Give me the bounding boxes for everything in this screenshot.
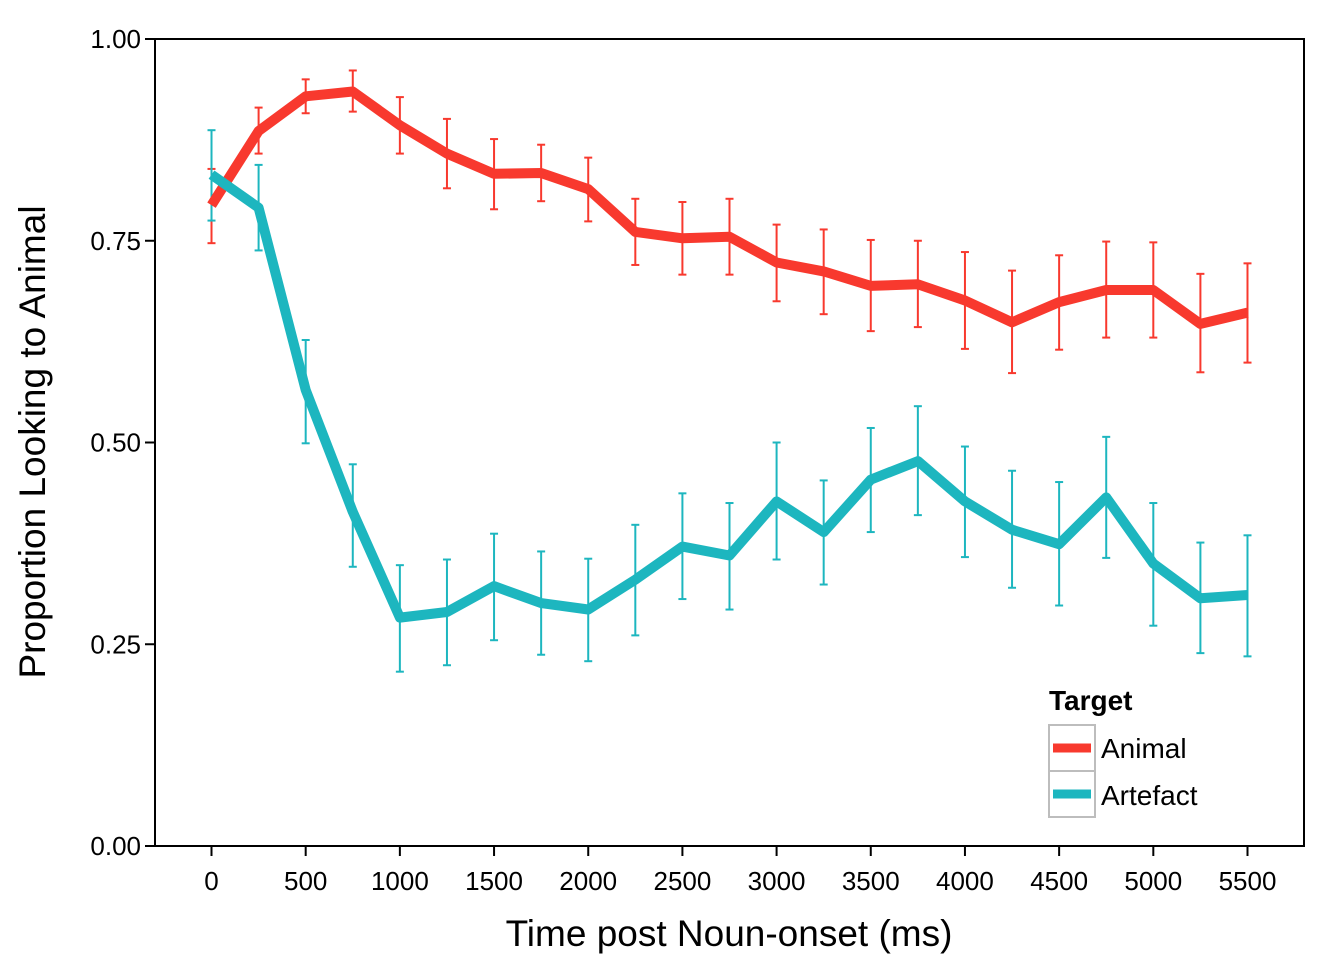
y-tick-label: 1.00	[90, 24, 141, 54]
y-tick-label: 0.25	[90, 629, 141, 659]
x-tick-label: 1500	[465, 866, 523, 896]
series-line-artefact	[208, 170, 1248, 623]
x-tick-label: 5500	[1219, 866, 1277, 896]
y-tick-label: 0.00	[90, 831, 141, 861]
x-tick-label: 5000	[1124, 866, 1182, 896]
x-tick-label: 1000	[371, 866, 429, 896]
legend-label-animal: Animal	[1101, 733, 1187, 764]
x-tick-label: 500	[284, 866, 327, 896]
legend: Target Animal Artefact	[1048, 685, 1198, 818]
y-tick-label: 0.50	[90, 428, 141, 458]
y-axis: 0.00 0.25 0.50 0.75 1.00	[90, 24, 155, 861]
x-tick-label: 4000	[936, 866, 994, 896]
x-tick-label: 0	[204, 866, 218, 896]
y-axis-title: Proportion Looking to Animal	[12, 205, 53, 678]
x-tick-label: 3000	[748, 866, 806, 896]
series-lines	[207, 86, 1249, 623]
y-tick-label: 0.75	[90, 226, 141, 256]
legend-label-artefact: Artefact	[1101, 780, 1198, 811]
x-tick-label: 4500	[1030, 866, 1088, 896]
x-axis: 0 500 1000 1500 2000 2500 3000 3500 4000 4500 5000…	[204, 846, 1276, 896]
legend-title: Target	[1049, 685, 1133, 716]
x-axis-title: Time post Noun-onset (ms)	[506, 913, 953, 954]
x-tick-label: 3500	[842, 866, 900, 896]
x-tick-label: 2500	[653, 866, 711, 896]
series-line-animal	[207, 86, 1249, 329]
x-tick-label: 2000	[559, 866, 617, 896]
